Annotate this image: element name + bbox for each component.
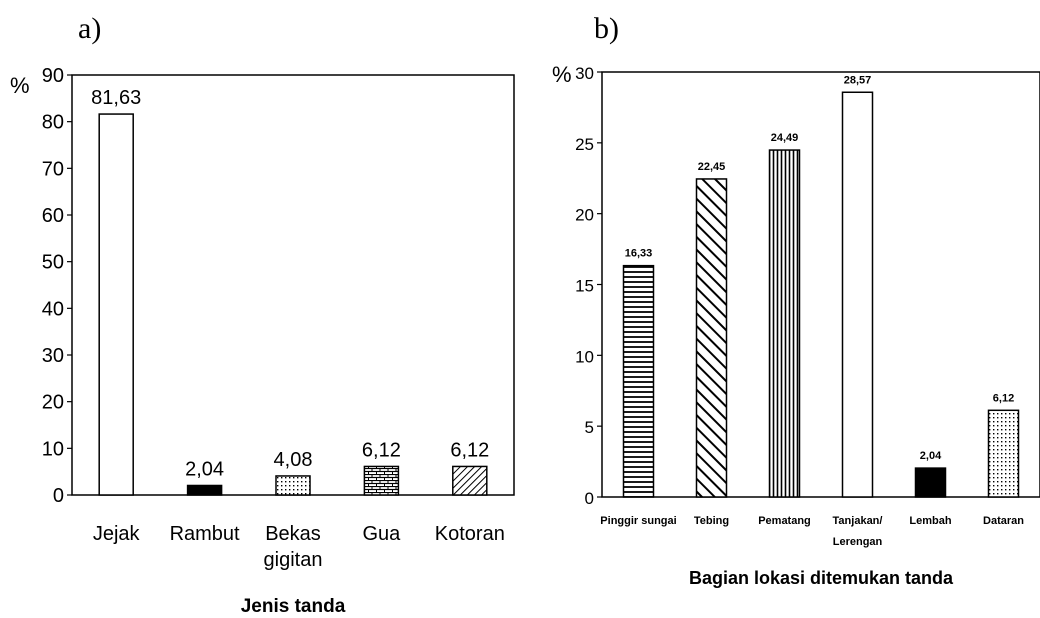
data-label: 2,04 bbox=[185, 458, 224, 480]
bar bbox=[987, 409, 1020, 498]
y-tick-label: 10 bbox=[42, 438, 64, 460]
y-tick-label: 10 bbox=[575, 347, 594, 366]
y-tick-label: 0 bbox=[53, 485, 64, 507]
panel-label: a) bbox=[78, 12, 101, 45]
x-tick-label: Lembah bbox=[909, 515, 951, 527]
bar bbox=[622, 264, 655, 498]
data-label: 24,49 bbox=[771, 132, 799, 144]
plot-frame bbox=[71, 74, 515, 496]
x-axis-title: Jenis tanda bbox=[241, 596, 346, 617]
y-tick-label: 80 bbox=[42, 112, 64, 134]
x-tick-label: Tebing bbox=[694, 515, 729, 527]
bar bbox=[275, 475, 311, 496]
y-tick-label: 50 bbox=[42, 252, 64, 274]
bar bbox=[914, 467, 947, 498]
y-tick-label: 90 bbox=[42, 65, 64, 87]
x-tick-label: Dataran bbox=[983, 515, 1024, 527]
y-tick-label: 30 bbox=[42, 345, 64, 367]
y-tick-label: 25 bbox=[575, 135, 594, 154]
data-label: 28,57 bbox=[844, 74, 872, 86]
data-label: 81,63 bbox=[91, 87, 141, 109]
x-tick-label: Jejak bbox=[93, 523, 141, 545]
x-tick-label: gigitan bbox=[264, 549, 323, 571]
y-tick-label: 20 bbox=[42, 392, 64, 414]
bar bbox=[98, 113, 134, 496]
y-tick-label: 30 bbox=[575, 64, 594, 83]
x-tick-label: Kotoran bbox=[435, 523, 505, 545]
x-tick-label: Lerengan bbox=[833, 536, 883, 548]
y-axis-label: % bbox=[552, 62, 572, 87]
x-tick-label: Rambut bbox=[170, 523, 240, 545]
x-tick-label: Tanjakan/ bbox=[833, 515, 883, 527]
data-label: 6,12 bbox=[450, 439, 489, 461]
data-label: 22,45 bbox=[698, 161, 726, 173]
bar bbox=[363, 465, 400, 496]
bar bbox=[841, 91, 874, 498]
y-tick-label: 20 bbox=[575, 206, 594, 225]
y-tick-label: 0 bbox=[585, 489, 594, 508]
x-tick-label: Gua bbox=[362, 523, 401, 545]
chart-b: b)% 0 5 10 15 20 25 30 16,33 Pinggir sungai 22,45 T… bbox=[552, 12, 1040, 588]
data-label: 4,08 bbox=[274, 449, 313, 471]
plot-frame bbox=[601, 71, 1040, 498]
y-axis-label: % bbox=[10, 73, 30, 98]
bar bbox=[186, 484, 223, 496]
x-tick-label: Pinggir sungai bbox=[600, 515, 676, 527]
bar bbox=[768, 149, 801, 498]
y-tick-label: 15 bbox=[575, 277, 594, 296]
bar bbox=[695, 178, 728, 498]
data-label: 6,12 bbox=[362, 439, 401, 461]
data-label: 2,04 bbox=[920, 450, 942, 462]
y-tick-label: 5 bbox=[585, 418, 594, 437]
data-label: 6,12 bbox=[993, 392, 1014, 404]
bar bbox=[452, 465, 488, 496]
chart-a: a)% 0 10 20 30 40 50 60 70 80 90 81,63 Jejak 2,04 Ramb… bbox=[10, 12, 515, 617]
data-label: 16,33 bbox=[625, 248, 653, 260]
x-tick-label: Bekas bbox=[265, 523, 321, 545]
panel-label: b) bbox=[594, 12, 619, 45]
y-tick-label: 60 bbox=[42, 205, 64, 227]
x-axis-title: Bagian lokasi ditemukan tanda bbox=[689, 568, 954, 588]
x-tick-label: Pematang bbox=[758, 515, 811, 527]
y-tick-label: 40 bbox=[42, 298, 64, 320]
y-tick-label: 70 bbox=[42, 158, 64, 180]
